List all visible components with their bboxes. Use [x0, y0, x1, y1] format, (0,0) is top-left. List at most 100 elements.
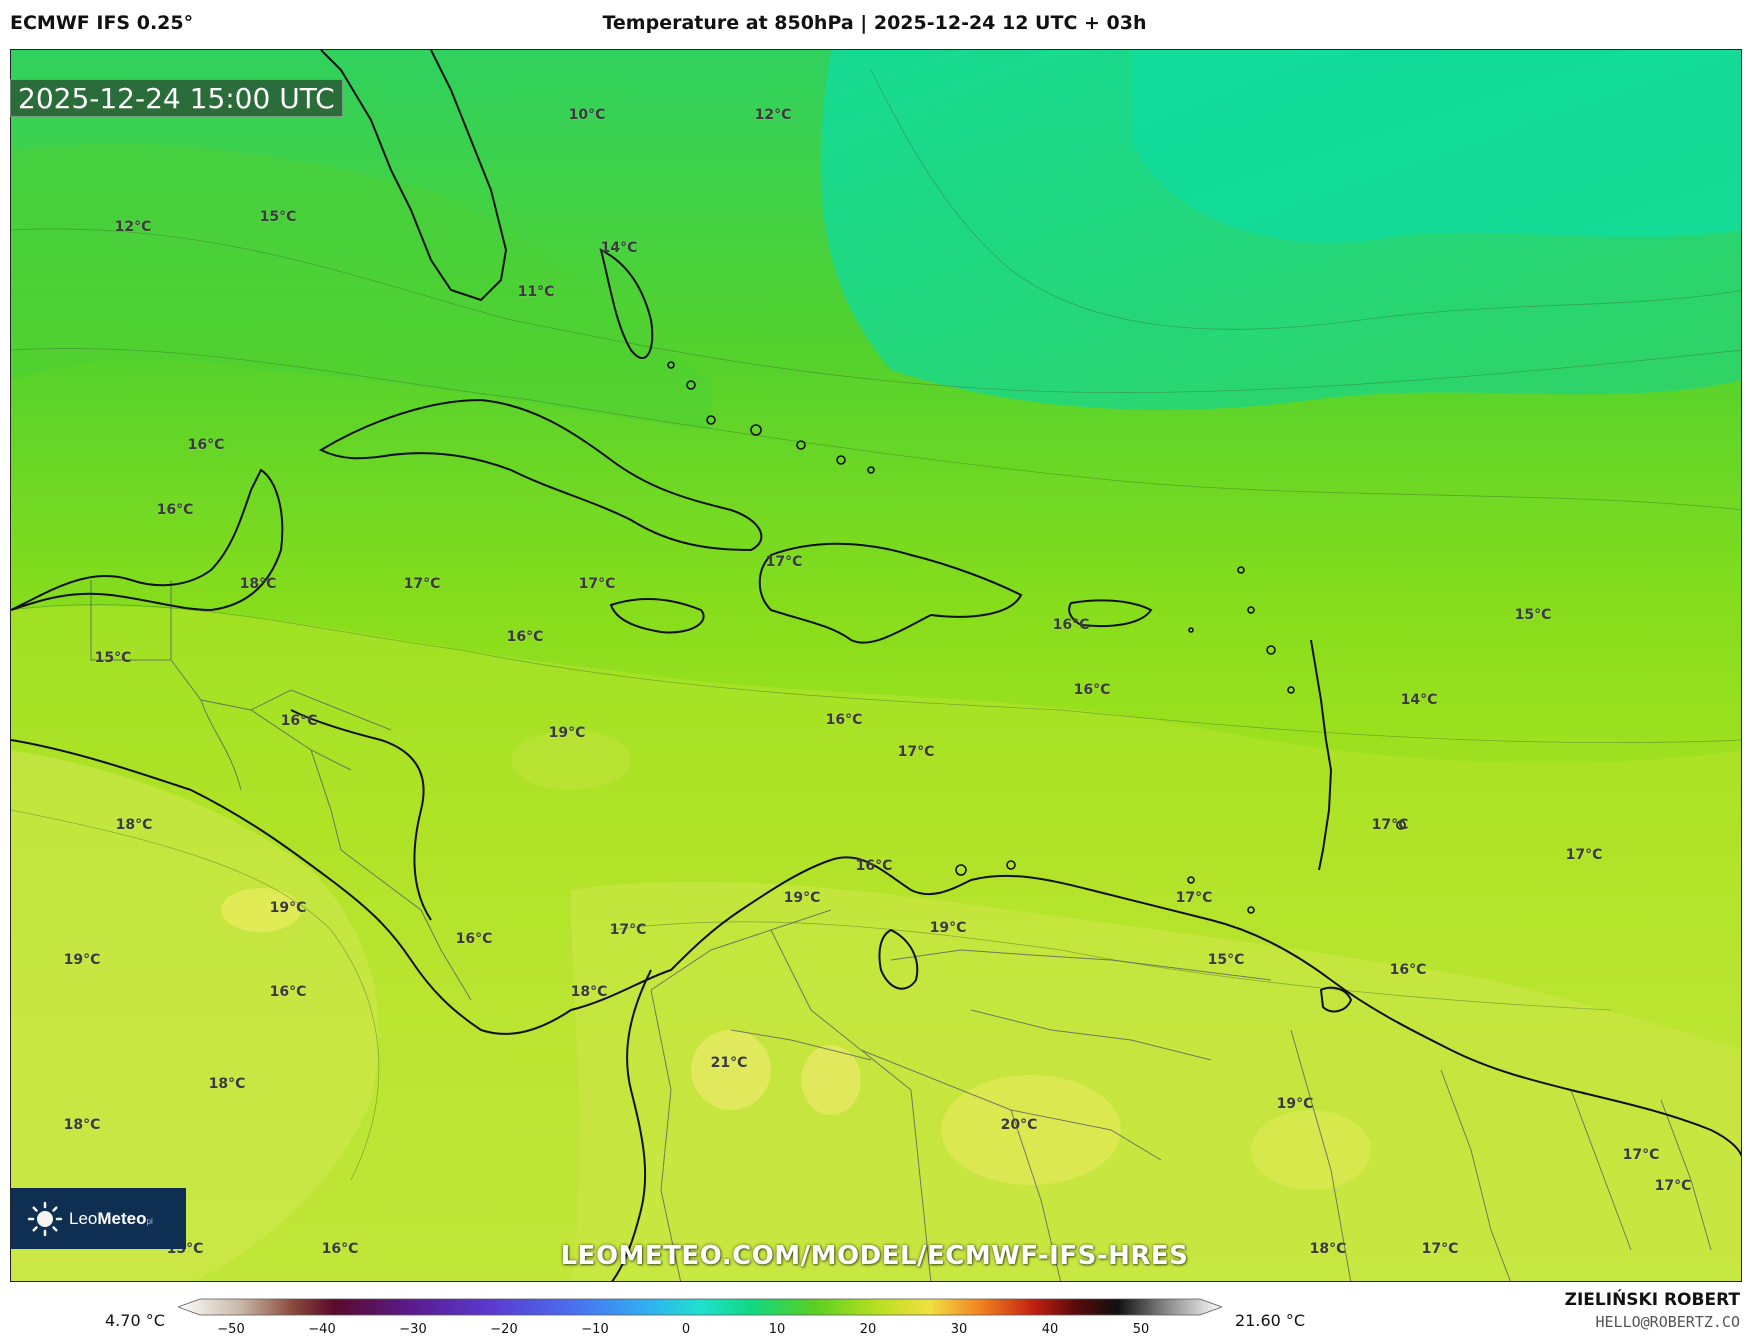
sun-icon: [27, 1201, 63, 1237]
tick-label: −50: [217, 1322, 245, 1337]
temp-label: 21°C: [710, 1055, 748, 1071]
valid-time-badge: 2025-12-24 15:00 UTC: [10, 79, 343, 117]
temp-label: 15°C: [94, 650, 132, 666]
temp-label: 16°C: [825, 712, 863, 728]
central-america-coast: [11, 468, 284, 612]
isotherms: [11, 69, 1741, 1181]
temp-label: 16°C: [269, 984, 307, 1000]
temp-label: 18°C: [1309, 1241, 1347, 1257]
temp-label: 16°C: [1073, 682, 1111, 698]
warm-spot-andes: [691, 1030, 771, 1110]
weather-map[interactable]: 10°C 12°C 12°C 15°C 14°C 11°C 16°C 16°C …: [10, 49, 1742, 1282]
map-canvas: [11, 50, 1741, 1281]
tick-label: 50: [1132, 1322, 1150, 1337]
temp-label: 16°C: [506, 629, 544, 645]
tick-label: 40: [1041, 1322, 1059, 1337]
temp-label: 17°C: [1654, 1178, 1692, 1194]
tick-label: −40: [308, 1322, 336, 1337]
temp-label: 15°C: [1207, 952, 1245, 968]
temp-label: 18°C: [63, 1117, 101, 1133]
warm-spot-venezuela: [941, 1075, 1121, 1185]
tick-label: 10: [768, 1322, 786, 1337]
temp-label: 19°C: [1276, 1096, 1314, 1112]
temp-label: 16°C: [321, 1241, 359, 1257]
lake-maracaibo-coast: [878, 928, 919, 990]
temp-label: 17°C: [609, 922, 647, 938]
temp-label: 16°C: [1389, 962, 1427, 978]
author-email[interactable]: HELLO@ROBERTZ.CO: [1595, 1313, 1741, 1331]
temp-label: 20°C: [1000, 1117, 1038, 1133]
warm-spot-west: [221, 888, 301, 932]
warm-spot-andes2: [801, 1045, 861, 1115]
scale-max-value: 21.60 °C: [1235, 1311, 1306, 1330]
small-islands: [667, 361, 1406, 914]
tick-label: 30: [950, 1322, 968, 1337]
temp-label: 17°C: [578, 576, 616, 592]
temp-label: 12°C: [754, 107, 792, 123]
temp-label: 16°C: [280, 713, 318, 729]
colombia-west-coast: [611, 969, 652, 1281]
temp-label: 18°C: [115, 817, 153, 833]
logo-part2: Meteo: [97, 1208, 147, 1228]
temp-label: 19°C: [783, 890, 821, 906]
temp-label: 17°C: [1565, 847, 1603, 863]
tick-label: 0: [681, 1322, 691, 1337]
temp-label: 14°C: [1400, 692, 1438, 708]
jamaica-coast: [609, 597, 705, 634]
temperature-colorbar: [178, 1298, 1222, 1316]
temp-label: 19°C: [929, 920, 967, 936]
scale-min-value: 4.70 °C: [105, 1311, 165, 1330]
south-america-north-coast: [830, 856, 1741, 1157]
lesser-antilles: [1310, 639, 1333, 871]
tick-label: −30: [399, 1322, 427, 1337]
temp-label: 10°C: [568, 107, 606, 123]
temp-label: 18°C: [570, 984, 608, 1000]
warm-spot-pacific: [511, 730, 631, 790]
temp-label: 16°C: [455, 931, 493, 947]
temp-label: 19°C: [63, 952, 101, 968]
temp-label: 11°C: [517, 284, 555, 300]
temp-label: 16°C: [1052, 617, 1090, 633]
south-land-region: [571, 881, 1741, 1281]
temp-label: 17°C: [1421, 1241, 1459, 1257]
temp-label: 12°C: [114, 219, 152, 235]
bahamas-coast: [599, 248, 654, 359]
leometeo-logo[interactable]: LeoMeteopl: [11, 1188, 186, 1249]
political-borders: [90, 580, 1712, 1281]
logo-part1: Leo: [69, 1208, 98, 1228]
logo-suffix: pl: [146, 1216, 153, 1226]
isthmus-coast: [11, 739, 832, 1035]
temp-label: 17°C: [1371, 817, 1409, 833]
hispaniola-coast: [758, 542, 1023, 644]
temp-label: 16°C: [187, 437, 225, 453]
temp-label: 17°C: [765, 554, 803, 570]
temp-label: 18°C: [239, 576, 277, 592]
florida-coast: [320, 50, 508, 302]
temp-label: 17°C: [1622, 1147, 1660, 1163]
warm-spot-guyana: [1251, 1110, 1371, 1190]
coldest-ocean-region: [1131, 50, 1741, 243]
temp-label: 15°C: [259, 209, 297, 225]
trinidad-coast: [1319, 986, 1353, 1013]
puerto-rico-coast: [1068, 599, 1153, 628]
source-watermark[interactable]: LEOMETEO.COM/MODEL/ECMWF-IFS-HRES: [560, 1241, 1189, 1271]
temp-label: 19°C: [269, 900, 307, 916]
tick-label: −10: [581, 1322, 609, 1337]
logo-wordmark: LeoMeteopl: [69, 1209, 153, 1229]
tick-label: −20: [490, 1322, 518, 1337]
temp-label: 16°C: [855, 858, 893, 874]
temp-label: 14°C: [600, 240, 638, 256]
temp-label: 16°C: [156, 502, 194, 518]
temp-label: 18°C: [208, 1076, 246, 1092]
pacific-warm-region: [11, 750, 379, 1281]
model-name: ECMWF IFS 0.25°: [10, 12, 194, 34]
author-name: ZIELIŃSKI ROBERT: [1564, 1290, 1740, 1310]
temp-label: 17°C: [1175, 890, 1213, 906]
chart-title: Temperature at 850hPa | 2025-12-24 12 UT…: [602, 12, 1147, 34]
cuba-coast: [318, 398, 763, 552]
temp-label: 15°C: [1514, 607, 1552, 623]
temp-label: 19°C: [548, 725, 586, 741]
coastlines: [11, 50, 1741, 1281]
gulf-band: [11, 143, 711, 430]
caribbean-central-coast: [290, 709, 432, 921]
